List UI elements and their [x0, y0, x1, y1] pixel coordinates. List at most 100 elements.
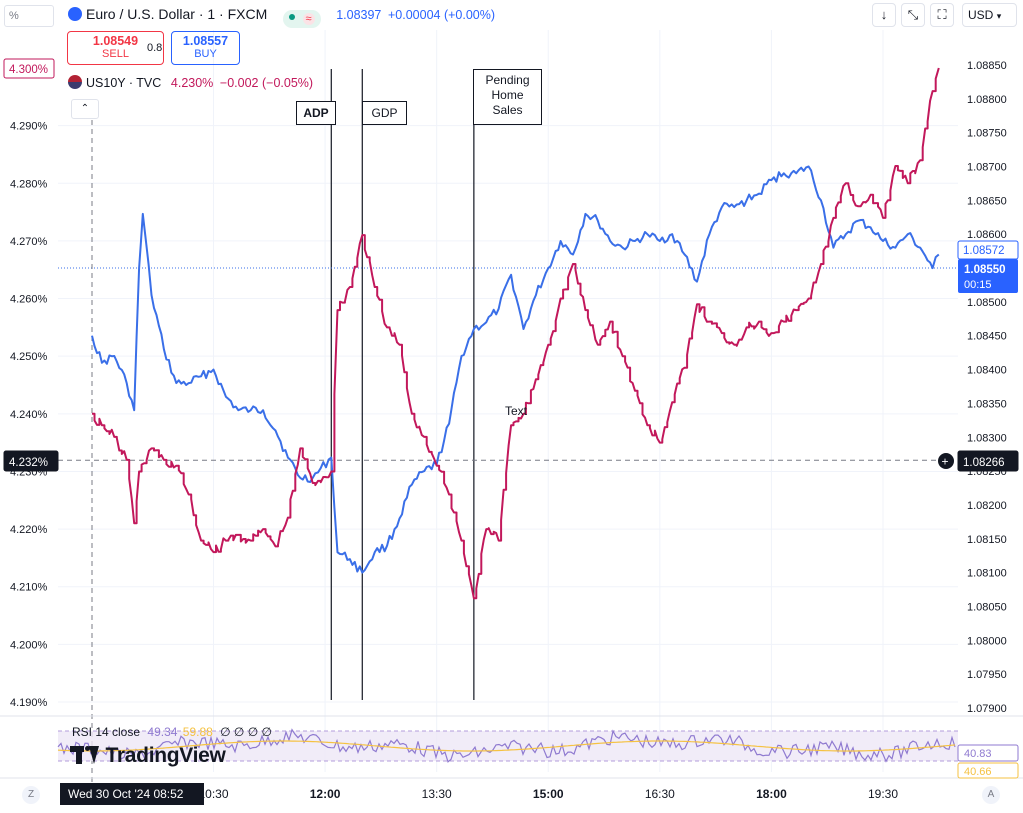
tradingview-logo[interactable]: TradingView — [70, 744, 226, 768]
time-axis-tick-label: 19:30 — [868, 787, 898, 801]
rsi-value: 49.34 — [147, 725, 178, 739]
collapse-legend-button[interactable]: ⌃ — [71, 99, 99, 119]
us-flag-icon — [68, 75, 82, 89]
right-axis-tick-label: 1.08050 — [967, 601, 1007, 613]
right-marker-last-bg — [958, 259, 1018, 293]
auto-scale-button[interactable]: A — [982, 786, 1000, 804]
crosshair-date-label: Wed 30 Oct '24 08:52 — [60, 783, 204, 805]
left-axis-tick-label: 4.250% — [10, 351, 48, 363]
rsi-pane: 40.83 40.66 — [0, 715, 1023, 779]
time-axis[interactable]: 10:30 12:00 13:30 15:00 16:30 18:00 19:30 — [0, 777, 1023, 801]
series-line-us10y — [92, 67, 940, 600]
right-axis-tick-label: 1.08400 — [967, 365, 1007, 377]
left-axis-tick-label: 4.240% — [10, 409, 48, 421]
buy-price: 1.08557 — [182, 34, 229, 48]
time-axis-tick-label: 18:00 — [756, 787, 787, 801]
left-marker-top: 4.300% — [9, 64, 48, 76]
right-axis-tick-label: 1.08500 — [967, 297, 1007, 309]
right-axis-tick-label: 1.08300 — [967, 432, 1007, 444]
add-alert-icon — [938, 453, 954, 469]
right-axis-tick-label: 1.08600 — [967, 229, 1007, 241]
symbol-title[interactable]: Euro / U.S. Dollar · 1 · FXCM — [86, 6, 268, 22]
right-marker-countdown: 00:15 — [964, 279, 992, 291]
left-axis-tick-label: 4.270% — [10, 236, 48, 248]
market-status-icon[interactable]: ≈ — [282, 10, 321, 28]
annotation-line: Pending — [485, 73, 530, 87]
rsi-ma-line — [57, 740, 956, 752]
axis-markers: 4.300% 4.232% 1.08572 1.08550 00:15 1.08266 + — [3, 58, 1019, 472]
percent-scale-box[interactable]: % — [4, 5, 54, 27]
right-axis-tick-label: 1.08800 — [967, 94, 1007, 106]
time-axis-tick-label: 13:30 — [422, 787, 452, 801]
rsi-legend[interactable]: RSI 14 close 49.34 59.88 ∅ ∅ ∅ ∅ — [72, 725, 272, 739]
arrow-down-icon: ↓ — [880, 7, 888, 22]
rsi-value-marker — [957, 744, 1019, 762]
right-marker-cursor: 1.08266 — [963, 457, 1005, 469]
right-axis-tick-label: 1.08750 — [967, 128, 1007, 140]
annotation-line: Sales — [492, 103, 523, 117]
eur-flag-icon — [68, 7, 82, 21]
spread-value: 0.8 — [147, 42, 163, 54]
right-axis-tick-label: 1.08100 — [967, 568, 1007, 580]
sell-price: 1.08549 — [92, 34, 139, 48]
sell-button[interactable]: 1.08549 SELL — [67, 31, 164, 65]
right-marker-cursor-bg — [957, 450, 1019, 472]
annotation-gdp[interactable]: GDP — [362, 101, 407, 125]
left-axis-tick-label: 4.260% — [10, 294, 48, 306]
left-axis-tick-label: 4.210% — [10, 582, 48, 594]
left-marker-current-bg — [3, 450, 59, 472]
rsi-label: RSI 14 close — [72, 725, 141, 739]
header-price: 1.08397 — [336, 8, 382, 22]
right-axis-tick-label: 1.08150 — [967, 534, 1007, 546]
annotation-pending-home-sales[interactable]: Pending Home Sales — [473, 69, 542, 125]
left-axis-tick-label: 4.290% — [10, 121, 48, 133]
plus-icon: + — [942, 455, 949, 469]
right-axis-tick-label: 1.07950 — [967, 669, 1007, 681]
right-axis-tick-label: 1.08200 — [967, 500, 1007, 512]
time-axis-tick-label: 16:30 — [645, 787, 675, 801]
currency-value: USD — [968, 8, 994, 22]
chevron-up-icon: ⌃ — [80, 103, 90, 114]
header-change: +0.00004 (+0.00%) — [388, 8, 496, 22]
event-lines — [330, 69, 475, 700]
left-axis-tick-label: 4.280% — [10, 178, 48, 190]
fullscreen-button[interactable]: ⛶ — [930, 3, 954, 27]
chevron-down-icon: ▾ — [996, 11, 1002, 21]
time-axis-tick-label: 12:00 — [310, 787, 341, 801]
compare-change: −0.002 (−0.05%) — [219, 76, 314, 90]
series-layer — [91, 67, 940, 600]
right-marker-buy: 1.08572 — [963, 245, 1005, 257]
right-marker-last: 1.08550 — [964, 264, 1006, 276]
rsi-ma-marker — [957, 762, 1019, 779]
rsi-line — [57, 728, 956, 763]
annotation-text[interactable]: Text — [505, 404, 528, 418]
left-marker-top-bg — [3, 58, 55, 79]
rsi-scale-bottom: 40.66 — [964, 766, 992, 778]
time-axis-tick-label: 10:30 — [198, 787, 228, 801]
left-axis-tick-label: 4.190% — [10, 697, 48, 709]
tradingview-logo-text: TradingView — [105, 744, 226, 767]
annotation-adp[interactable]: ADP — [296, 101, 336, 125]
tradingview-logo-icon — [70, 746, 100, 764]
collapse-icon: ⤡ — [907, 7, 919, 22]
compare-symbol[interactable]: US10Y · TVC — [86, 76, 162, 90]
fullscreen-icon: ⛶ — [937, 7, 947, 22]
time-axis-tick-label: 15:00 — [533, 787, 564, 801]
buy-button[interactable]: 1.08557 BUY — [171, 31, 240, 65]
left-price-axis[interactable]: 4.290% 4.280% 4.270% 4.260% 4.250% 4.240% 4.23… — [10, 121, 48, 709]
rsi-extra-values: ∅ ∅ ∅ ∅ — [220, 725, 272, 739]
right-axis-tick-label: 1.08450 — [967, 331, 1007, 343]
right-axis-tick-label: 1.08350 — [967, 398, 1007, 410]
collapse-button[interactable]: ⤡ — [901, 3, 925, 27]
currency-select[interactable]: USD ▾ — [962, 3, 1017, 27]
series-line-eurusd — [91, 165, 940, 574]
right-axis-tick-label: 1.08850 — [967, 60, 1007, 72]
right-price-axis[interactable]: 1.08850 1.08800 1.08750 1.08700 1.08650 1.086… — [967, 60, 1007, 715]
sell-label: SELL — [102, 48, 129, 60]
symbol-header: Euro / U.S. Dollar · 1 · FXCM ≈ 1.08397 … — [68, 6, 495, 28]
buy-label: BUY — [194, 48, 217, 60]
zoom-corner-button[interactable]: Z — [22, 786, 40, 804]
rsi-ma-value: 59.88 — [182, 725, 213, 739]
arrow-down-button[interactable]: ↓ — [872, 3, 896, 27]
